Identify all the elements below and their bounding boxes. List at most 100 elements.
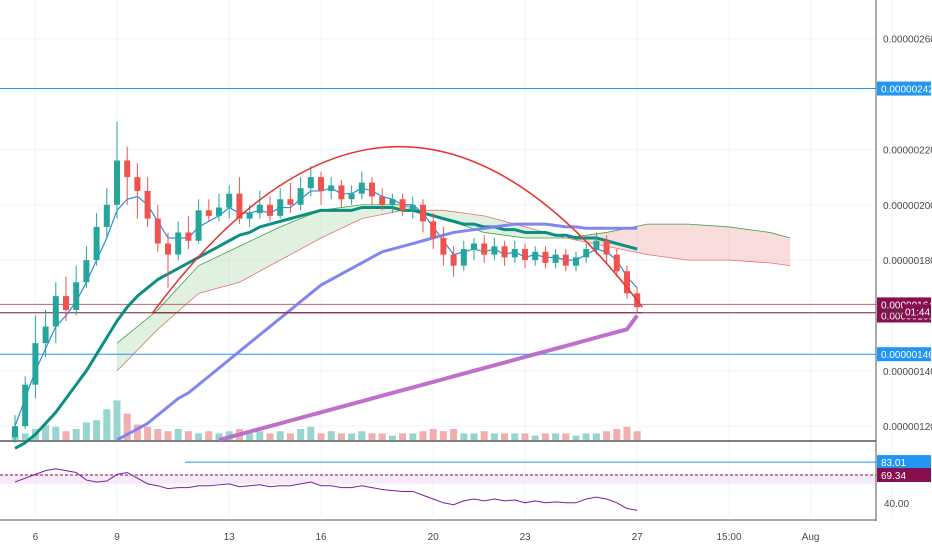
volume-bar (21, 433, 29, 440)
candle (63, 276, 69, 322)
candle (613, 249, 620, 277)
price-label-text: 0.00000242 (881, 85, 932, 96)
volume-bar (133, 424, 141, 440)
candle (134, 163, 141, 219)
candle (318, 171, 324, 205)
candle (216, 193, 222, 222)
candle (409, 196, 416, 219)
candle (93, 213, 100, 266)
candle-body (267, 204, 273, 216)
candle-body (12, 426, 18, 438)
candle (542, 246, 549, 269)
candle (297, 177, 304, 211)
candle-body (226, 193, 233, 208)
price-label-bg (877, 347, 931, 362)
rsi-band-fill (0, 474, 876, 484)
candle (73, 265, 80, 316)
price-tick-label: 0.00000220 (883, 145, 932, 156)
candle (124, 146, 131, 205)
candle (399, 193, 406, 216)
candle-body (501, 246, 508, 258)
candle-body (522, 249, 528, 261)
candle-body (358, 182, 365, 194)
candle-body (185, 232, 192, 241)
candle-body (175, 232, 182, 255)
candle (256, 190, 263, 219)
candle (338, 179, 345, 208)
rsi-label: 69.34 (877, 468, 931, 483)
candle-body (369, 182, 375, 197)
candle (369, 177, 375, 205)
candle-body (573, 257, 579, 266)
candle-body (491, 246, 498, 255)
candle-body (624, 271, 630, 294)
countdown-prefix: 0.0000 (883, 307, 914, 318)
volume-bar (144, 426, 152, 440)
candle-body (420, 204, 426, 222)
candle (114, 121, 120, 219)
candle (430, 213, 437, 250)
price-labels: 0.000002420.000001640.000001600.00000146… (877, 81, 932, 483)
volume-bar (541, 433, 549, 440)
candle (52, 282, 59, 344)
volume-bar (603, 431, 611, 440)
candle-body (613, 254, 620, 272)
candle (267, 196, 273, 222)
volume-bar (501, 433, 509, 440)
candle (450, 246, 457, 277)
candle-body (124, 160, 131, 178)
volume-bar (256, 431, 264, 440)
candle (287, 182, 294, 214)
candle (501, 240, 508, 266)
grid (0, 0, 893, 517)
volume-bar (348, 433, 356, 440)
volume-bar (388, 435, 396, 440)
price-label-text: 0.00000146 (881, 350, 932, 361)
candle-body (154, 218, 161, 244)
volume-bar (409, 433, 417, 440)
volume-bar (429, 429, 437, 440)
price-label: 0.00000146 (877, 347, 932, 362)
volume-bar (52, 426, 60, 440)
arc-drawing (152, 145, 643, 314)
series-sma_long (218, 314, 639, 442)
volume-bar (633, 431, 641, 440)
volume-bar (562, 433, 570, 440)
candle (185, 215, 192, 250)
volume-bar (419, 431, 427, 440)
candle-body (440, 237, 447, 255)
candle-body (328, 185, 335, 191)
volume-bar (184, 431, 192, 440)
candle-body (562, 254, 569, 266)
time-tick-label: 9 (114, 532, 120, 543)
volume-bar (174, 429, 182, 440)
candle-body (532, 251, 539, 261)
price-label: 0.00000242 (877, 81, 932, 96)
rsi-label-bg (877, 468, 931, 483)
rsi-label: 83.01 (877, 455, 931, 470)
candle (573, 251, 579, 272)
ichimoku-cloud (116, 204, 791, 372)
candles (12, 121, 641, 443)
candle-body (205, 210, 212, 216)
candle-body (297, 188, 304, 205)
candle-body (256, 204, 263, 214)
volume-bar (123, 413, 131, 440)
rsi-label-text: 83.01 (881, 458, 906, 469)
volume-bar (42, 424, 50, 440)
rsi-label-text: 69.34 (881, 471, 906, 482)
volume-bar (297, 429, 305, 440)
candle-body (348, 193, 355, 200)
candle (491, 237, 498, 261)
volume-bar (286, 433, 294, 440)
candle-body (511, 249, 518, 258)
candle-body (114, 160, 120, 205)
price-tick-label: 0.00000200 (883, 201, 932, 212)
volume-bar (317, 433, 325, 440)
countdown-time: 01:44 (905, 307, 930, 318)
time-tick-label: Aug (802, 532, 820, 543)
volume-bar (82, 422, 90, 440)
volume-bar (205, 431, 213, 440)
